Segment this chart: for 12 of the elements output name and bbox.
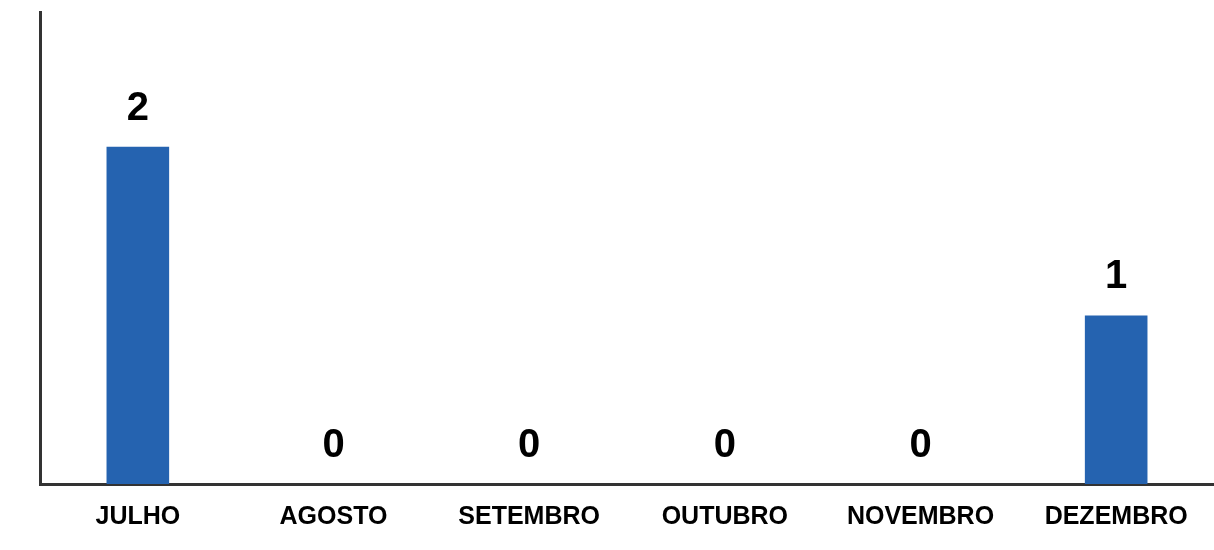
data-label: 0 <box>713 421 736 466</box>
data-label: 0 <box>518 421 541 466</box>
x-tick-label: OUTUBRO <box>661 500 789 529</box>
x-tick-label: SETEMBRO <box>458 500 601 529</box>
x-tick-label: JULHO <box>95 500 181 529</box>
data-label: 0 <box>322 421 345 466</box>
x-tick-label: DEZEMBRO <box>1044 500 1188 529</box>
x-tick-label: AGOSTO <box>279 500 388 529</box>
data-label: 1 <box>1105 252 1128 297</box>
data-label: 0 <box>909 421 932 466</box>
x-tick-label: NOVEMBRO <box>846 500 995 529</box>
data-label: 2 <box>126 83 149 128</box>
